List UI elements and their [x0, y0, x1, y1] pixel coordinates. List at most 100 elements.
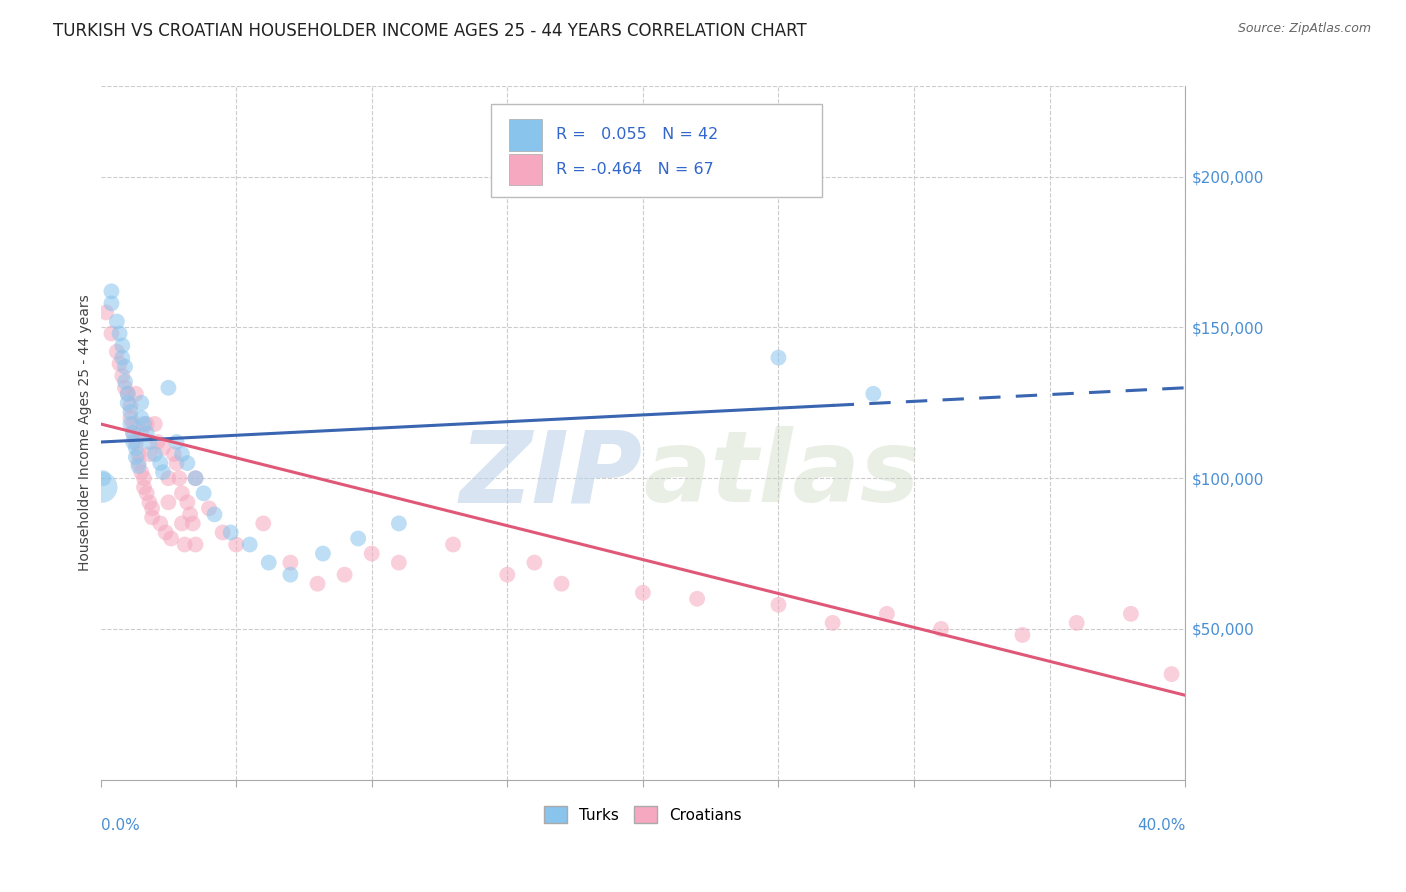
Point	[157, 495, 180, 509]
Point	[170, 447, 193, 461]
Point	[129, 465, 152, 479]
FancyBboxPatch shape	[491, 103, 823, 197]
Point	[135, 425, 157, 440]
Point	[120, 417, 142, 431]
Point	[280, 567, 302, 582]
Point	[173, 537, 195, 551]
Point	[105, 314, 128, 328]
Point	[125, 386, 148, 401]
Point	[117, 386, 139, 401]
Point	[111, 338, 134, 352]
Text: atlas: atlas	[643, 426, 920, 523]
Point	[198, 501, 221, 516]
Point	[239, 537, 262, 551]
Point	[135, 417, 157, 431]
Point	[120, 399, 142, 413]
Point	[312, 547, 335, 561]
Point	[333, 567, 356, 582]
Point	[193, 486, 215, 500]
Point	[143, 447, 166, 461]
Point	[111, 351, 134, 365]
Point	[163, 447, 186, 461]
Point	[135, 486, 157, 500]
Point	[160, 532, 183, 546]
Point	[120, 411, 142, 425]
Point	[157, 381, 180, 395]
Point	[876, 607, 898, 621]
Point	[929, 622, 952, 636]
Point	[117, 396, 139, 410]
Point	[117, 386, 139, 401]
Point	[132, 471, 155, 485]
Text: 0.0%: 0.0%	[101, 818, 139, 833]
Point	[138, 435, 160, 450]
Point	[149, 516, 172, 531]
Point	[821, 615, 844, 630]
Point	[225, 537, 247, 551]
Point	[166, 456, 188, 470]
Point	[388, 556, 411, 570]
Point	[141, 510, 163, 524]
Point	[166, 435, 188, 450]
Point	[128, 456, 150, 470]
Point	[111, 368, 134, 383]
Point	[862, 386, 884, 401]
Point	[686, 591, 709, 606]
Point	[91, 480, 114, 494]
Point	[125, 441, 148, 455]
Point	[91, 471, 114, 485]
Point	[152, 465, 174, 479]
FancyBboxPatch shape	[509, 153, 541, 186]
Point	[360, 547, 382, 561]
Text: ZIP: ZIP	[460, 426, 643, 523]
Point	[100, 285, 122, 299]
Point	[138, 447, 160, 461]
Point	[347, 532, 370, 546]
Point	[122, 435, 145, 450]
Point	[170, 486, 193, 500]
Point	[114, 375, 136, 389]
Point	[122, 425, 145, 440]
Point	[108, 326, 131, 341]
Point	[550, 576, 572, 591]
Point	[184, 471, 207, 485]
FancyBboxPatch shape	[509, 119, 541, 151]
Point	[149, 456, 172, 470]
Point	[100, 326, 122, 341]
Point	[219, 525, 242, 540]
Point	[176, 456, 198, 470]
Point	[146, 435, 169, 450]
Point	[105, 344, 128, 359]
Point	[1011, 628, 1033, 642]
Text: TURKISH VS CROATIAN HOUSEHOLDER INCOME AGES 25 - 44 YEARS CORRELATION CHART: TURKISH VS CROATIAN HOUSEHOLDER INCOME A…	[53, 22, 807, 40]
Point	[108, 357, 131, 371]
Point	[143, 417, 166, 431]
Point	[181, 516, 204, 531]
Point	[257, 556, 280, 570]
Point	[132, 417, 155, 431]
Point	[94, 305, 117, 319]
Point	[122, 417, 145, 431]
Point	[176, 495, 198, 509]
Point	[768, 351, 790, 365]
Point	[125, 435, 148, 450]
Point	[184, 537, 207, 551]
Point	[128, 459, 150, 474]
Text: R =   0.055   N = 42: R = 0.055 N = 42	[557, 128, 718, 143]
Point	[1066, 615, 1088, 630]
Point	[125, 450, 148, 464]
Legend: Turks, Croatians: Turks, Croatians	[537, 800, 748, 829]
Point	[631, 586, 654, 600]
Point	[204, 508, 226, 522]
Point	[252, 516, 274, 531]
Point	[138, 495, 160, 509]
Point	[523, 556, 546, 570]
Point	[441, 537, 464, 551]
Point	[307, 576, 329, 591]
Point	[129, 396, 152, 410]
Point	[211, 525, 233, 540]
Point	[179, 508, 201, 522]
Point	[768, 598, 790, 612]
Point	[122, 425, 145, 440]
Point	[129, 425, 152, 440]
